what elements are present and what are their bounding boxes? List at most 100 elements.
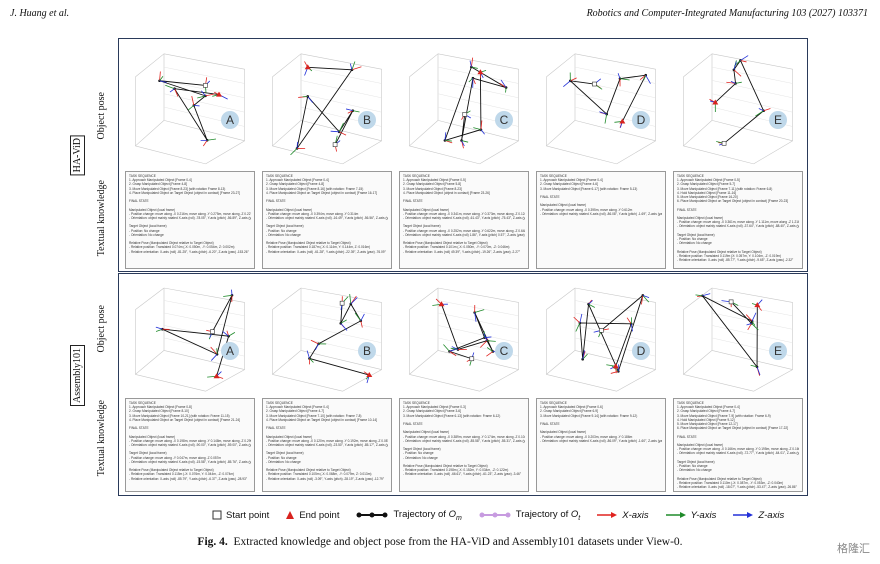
panel-badge-e: E xyxy=(769,111,787,130)
pose-plot-svg xyxy=(135,287,245,392)
knowledge-line: - Position: No change xyxy=(677,237,708,242)
knowledge-line: 2. Grasp Manipulated Object [Frame 5-8] xyxy=(403,182,461,187)
panel-badge-c: C xyxy=(495,342,513,360)
knowledge-line: 4. Hold Manipulated Object [Frame 9-12] xyxy=(677,417,735,422)
knowledge-line: 3. Move Manipulated Object [Frame 7-9] (… xyxy=(677,413,771,418)
pose-plot-b: B xyxy=(262,276,392,396)
knowledge-line: TASK SEQUENCE xyxy=(129,174,156,178)
y-axis-arrow xyxy=(473,127,482,130)
x-axis-arrow xyxy=(747,323,752,331)
y-axis-arrow xyxy=(575,322,581,332)
knowledge-line: - Orientation: object mainly rotated X-a… xyxy=(403,438,525,443)
z-axis-arrow xyxy=(483,333,488,341)
knowledge-line: 1. Approach Manipulated Object [Frame 0-… xyxy=(677,405,740,410)
x-axis-arrow xyxy=(449,351,457,357)
x-axis-arrow xyxy=(610,370,619,374)
textual-knowledge-box-c: TASK SEQUENCE 1. Approach Manipulated Obj… xyxy=(399,398,529,492)
grid-line xyxy=(437,325,519,343)
axis-box-line xyxy=(272,120,302,147)
z-axis-arrow xyxy=(599,111,607,115)
y-axis-arrow xyxy=(750,364,758,368)
x-axis-arrow xyxy=(479,340,488,348)
legend-z-axis: Z-axis xyxy=(732,510,784,521)
grid-line xyxy=(163,325,245,343)
trajectory-om-icon xyxy=(356,512,388,518)
trajectory-om-line xyxy=(159,80,220,141)
knowledge-line: - Orientation: object mainly rotated X-a… xyxy=(129,216,251,221)
knowledge-line: - Relative orientation: X-axis (roll) -1… xyxy=(677,485,797,490)
axis-box-line xyxy=(546,374,617,392)
axis-box-line xyxy=(409,145,480,165)
knowledge-line: Relative Pose (Manipulated Object relati… xyxy=(266,241,351,246)
grid-line xyxy=(711,80,793,99)
textual-knowledge-box-a: TASK SEQUENCE 1. Approach Manipulated Obj… xyxy=(125,171,255,269)
axis-box-line xyxy=(437,287,519,303)
axis-box-line xyxy=(711,53,793,70)
knowledge-line: 3. Move Manipulated Object [Frame 7-10] … xyxy=(266,413,362,418)
caption-text: Extracted knowledge and object pose from… xyxy=(233,536,683,548)
knowledge-line: 3. Move Manipulated Object [Frame 8-23] … xyxy=(129,186,226,191)
axis-box-line xyxy=(300,350,382,370)
axis-box-line xyxy=(409,350,439,375)
knowledge-line: 2. Grasp Manipulated Object [Frame 6-9] xyxy=(540,409,598,414)
knowledge-line: - Position change: move along -X 0.361m,… xyxy=(677,220,799,225)
trajectory-om-line xyxy=(714,59,765,144)
grid-line xyxy=(437,80,519,99)
knowledge-line: - Orientation: object mainly rotated X-a… xyxy=(129,443,251,448)
knowledge-line: FINAL STATE xyxy=(540,195,560,200)
y-axis-arrow xyxy=(290,148,298,156)
y-axis-arrow xyxy=(197,95,206,99)
knowledge-line: - Position change: move along -X 0.389m,… xyxy=(403,434,525,439)
x-axis-arrow xyxy=(202,140,208,147)
axis-box-line xyxy=(205,369,245,392)
knowledge-line: 5. Move Manipulated Object [Frame 12-17] xyxy=(677,422,738,427)
panel-badge-a: A xyxy=(221,342,239,360)
trajectory-ot-icon xyxy=(479,512,511,518)
knowledge-line: - Orientation: No change xyxy=(129,232,164,237)
knowledge-line: - Orientation: object mainly rotated X-a… xyxy=(266,443,388,448)
y-axis-arrow xyxy=(223,294,233,297)
knowledge-line: Manipulated Object (local frame) xyxy=(403,430,450,435)
knowledge-line: - Orientation: object mainly rotated X-a… xyxy=(540,211,662,216)
x-axis-arrow xyxy=(205,93,215,97)
knowledge-line: Relative Pose (Manipulated Object relati… xyxy=(403,464,488,469)
knowledge-line: 4. Hold Manipulated Object [Frame 11-16] xyxy=(677,190,737,195)
axis-box-line xyxy=(409,53,439,78)
axis-box-line xyxy=(163,53,245,70)
knowledge-line: - Orientation: object mainly rotated X-a… xyxy=(403,216,525,221)
z-axis-arrow xyxy=(756,366,761,376)
z-axis-arrow xyxy=(444,132,447,141)
x-axis-arrow xyxy=(740,60,747,63)
knowledge-line: 2. Grasp Manipulated Object [Frame 8-10] xyxy=(129,409,189,414)
textual-knowledge-box-e: TASK SEQUENCE 1. Approach Manipulated Obj… xyxy=(673,398,803,492)
end-point-marker xyxy=(438,301,445,307)
axis-box-line xyxy=(546,287,576,310)
textual-knowledge-box-c: TASK SEQUENCE 1. Approach Manipulated Obj… xyxy=(399,171,529,269)
knowledge-line: 1. Approach Manipulated Object [Frame 0-… xyxy=(403,405,466,410)
z-arrow-icon xyxy=(733,512,754,518)
axis-box-line xyxy=(272,145,343,165)
y-axis-arrow xyxy=(352,110,360,113)
z-axis-arrow xyxy=(159,80,167,83)
knowledge-line: - Position: No change xyxy=(403,451,434,456)
z-axis-arrow xyxy=(642,295,650,299)
trajectory-om-line xyxy=(568,74,647,122)
legend-x-label: X-axis xyxy=(622,509,649,521)
knowledge-line: FINAL STATE xyxy=(266,199,286,204)
end-point-marker xyxy=(213,373,220,379)
knowledge-line: Target Object (local frame) xyxy=(129,451,167,456)
y-axis-arrow xyxy=(604,114,608,124)
knowledge-line: 5. Move Manipulated Object [Frame 16-20] xyxy=(677,195,738,200)
x-axis-arrow xyxy=(486,351,494,357)
grid-line xyxy=(300,66,382,84)
z-axis-arrow xyxy=(222,331,229,337)
knowledge-line: Manipulated Object (local frame) xyxy=(129,434,176,439)
y-axis-arrow xyxy=(751,320,756,326)
knowledge-line: - Relative orientation: X-axis (roll) -3… xyxy=(266,476,385,481)
z-axis-arrow xyxy=(210,354,218,361)
figure-legend: Start point End point Trajectory of Om T… xyxy=(212,508,794,522)
axis-box-line xyxy=(409,120,439,147)
z-axis-arrow xyxy=(474,312,477,322)
knowledge-line: 6. Place Manipulated Object on Target Ob… xyxy=(677,426,789,431)
y-axis-arrow xyxy=(619,78,630,81)
